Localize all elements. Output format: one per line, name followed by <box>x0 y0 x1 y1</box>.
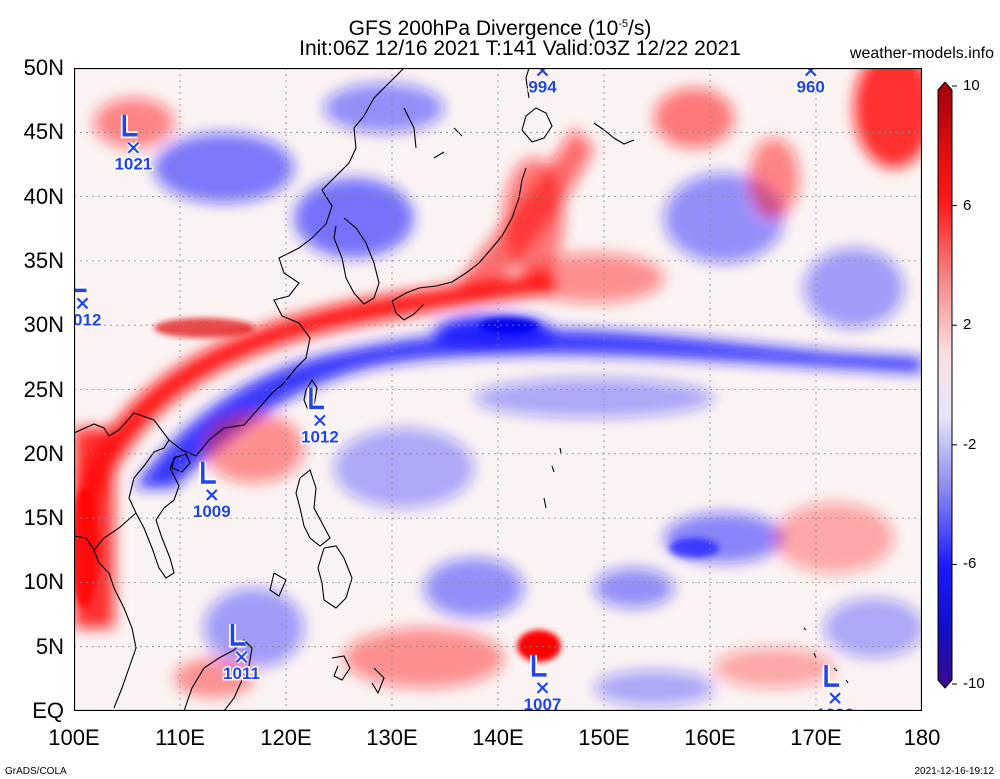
lat-label: 15N <box>23 505 64 531</box>
low-pressure-value: 1006 <box>816 705 854 711</box>
low-pressure-value: 1011 <box>223 664 260 683</box>
lon-label: 110E <box>155 725 205 750</box>
lat-label: 20N <box>23 440 64 466</box>
lon-label: 130E <box>366 725 418 750</box>
low-pressure-markers: 994 960 1021 1012 1012 1009 1011 1007 1006 <box>74 68 855 711</box>
chart-title: GFS 200hPa Divergence (10-5/s) <box>348 17 652 40</box>
lon-label: 180 <box>903 725 941 750</box>
low-marker: 1007 <box>522 654 563 711</box>
colorbar-tick-label: 2 <box>963 316 972 334</box>
lat-label: 30N <box>23 312 64 338</box>
low-marker: 1009 <box>191 461 232 522</box>
lat-label: 5N <box>35 633 64 659</box>
lon-label: 170E <box>790 725 842 750</box>
lat-label: 35N <box>23 247 64 273</box>
lat-label: 40N <box>23 183 64 209</box>
colorbar-tick-label: 10 <box>963 77 980 94</box>
lat-label: 45N <box>23 119 64 145</box>
colorbar <box>937 82 957 689</box>
colorbar-tick-label: -2 <box>963 435 977 453</box>
colorbar-tick-label: -6 <box>963 555 977 573</box>
lon-label: 120E <box>260 725 312 750</box>
lat-label: 50N <box>23 55 64 80</box>
divergence-detail <box>74 318 719 662</box>
low-marker: 960 <box>795 68 826 98</box>
lon-label: 100E <box>48 725 100 750</box>
low-pressure-value: 1007 <box>524 695 562 711</box>
footer-timestamp: 2021-12-16-19:12 <box>914 766 994 777</box>
lat-label: EQ <box>32 698 64 723</box>
low-pressure-value: 960 <box>797 78 825 97</box>
low-marker: 1006 <box>815 665 855 711</box>
low-pressure-value: 1012 <box>301 427 339 446</box>
low-marker: 1021 <box>113 114 154 175</box>
lon-label: 150E <box>578 725 630 750</box>
colorbar-tick-label: -10 <box>963 675 985 692</box>
coastlines <box>74 68 849 711</box>
low-marker: 1011 <box>222 623 261 684</box>
divergence-field <box>74 68 922 706</box>
colorbar-tick-label: 6 <box>963 196 972 214</box>
low-pressure-value: 1012 <box>74 310 101 329</box>
low-marker: 1012 <box>300 387 340 448</box>
divergence-map: 994 960 1021 1012 1012 1009 1011 1007 1006 <box>74 68 922 711</box>
footer-software: GrADS/COLA <box>5 766 67 777</box>
low-marker: 994 <box>527 68 559 98</box>
low-pressure-value: 994 <box>528 78 557 97</box>
lon-label: 160E <box>684 725 736 750</box>
site-credit: weather-models.info <box>849 45 994 62</box>
graticule <box>74 68 922 711</box>
low-marker: 1012 <box>74 270 103 331</box>
chart-subtitle: Init:06Z 12/16 2021 T:141 Valid:03Z 12/2… <box>299 37 741 60</box>
low-pressure-value: 1021 <box>114 155 152 174</box>
lat-label: 25N <box>23 376 64 402</box>
lon-label: 140E <box>472 725 524 750</box>
low-pressure-value: 1009 <box>193 502 231 521</box>
lat-label: 10N <box>23 569 64 595</box>
